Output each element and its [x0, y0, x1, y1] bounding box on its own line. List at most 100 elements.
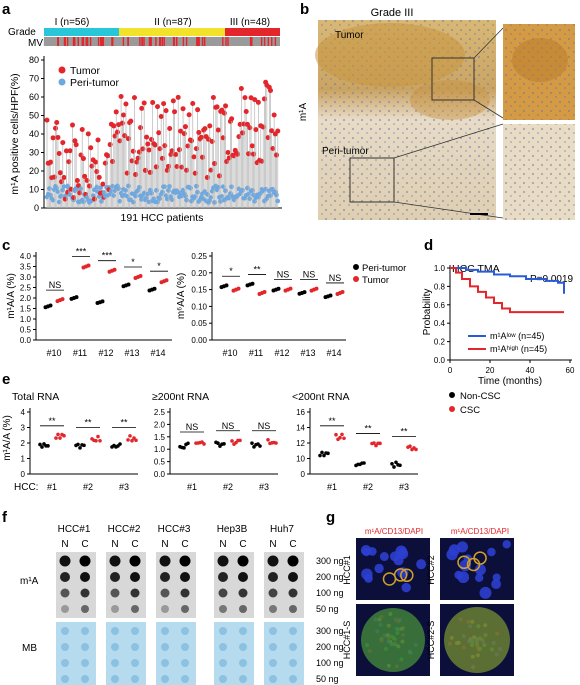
c-ytick-label: 1.0	[20, 315, 32, 324]
c-peri-point	[250, 281, 255, 286]
legend-tumor-marker	[58, 66, 66, 74]
f-n-label: N	[61, 539, 68, 550]
g-sphere-1	[361, 608, 425, 672]
f-n-label: N	[111, 539, 118, 550]
tumor-point	[255, 99, 261, 105]
tumor-point	[252, 97, 258, 103]
f-mb-dot-n	[269, 659, 277, 667]
tumor-point	[167, 125, 173, 131]
c-xtick-label: #10	[46, 348, 61, 358]
c-sig-label: *	[131, 257, 135, 267]
panel-c-letter: c	[2, 237, 10, 254]
e-noncsc-point	[182, 446, 186, 450]
peri-tumor-point	[99, 199, 104, 204]
g-label-hcc1-s: HCC#1-S	[342, 621, 352, 660]
f-mb-dot-c	[289, 627, 297, 635]
tumor-point	[80, 156, 86, 162]
b-inset-tumor-texture	[503, 24, 575, 120]
e-ytick-label: 14	[296, 424, 305, 433]
c-tumor-point	[262, 289, 267, 294]
tumor-point	[259, 158, 265, 164]
panel-d: d HCC TMA P=0.0019 Probability Time (mon…	[422, 237, 575, 387]
peri-tumor-point	[247, 196, 253, 202]
c-ytick-label: 2.5	[20, 284, 32, 293]
c-peri-point	[126, 282, 131, 287]
legend-tumor-label: Tumor	[70, 65, 100, 77]
f-mb-dot-n	[219, 659, 227, 667]
tumor-point	[176, 147, 182, 153]
c-sig-label: NS	[277, 270, 290, 280]
b-inset-peri-texture	[503, 124, 575, 220]
peri-tumor-point	[123, 188, 129, 193]
a-ytick-label: 60	[29, 92, 39, 102]
c-tumor-point	[340, 289, 345, 294]
tumor-point	[238, 86, 244, 92]
tumor-point	[129, 158, 135, 164]
g-nucleus	[416, 559, 427, 570]
f-mb-dot-c	[239, 659, 247, 667]
e-csc-point	[266, 438, 270, 442]
f-m1a-dot-c	[288, 572, 298, 582]
lollipop-series	[44, 79, 281, 208]
tumor-point	[48, 159, 54, 165]
tumor-point	[125, 136, 131, 142]
f-m1a-dot-c	[80, 572, 90, 582]
peri-tumor-point	[183, 193, 188, 199]
tumor-point	[243, 108, 249, 114]
grade-bar-3	[225, 28, 280, 36]
tumor-point	[267, 87, 273, 93]
f-mb-dot-c	[81, 643, 89, 651]
e-noncsc-point	[362, 461, 366, 465]
tumor-point	[229, 116, 235, 122]
d-ylabel: Probability	[422, 289, 433, 336]
tumor-point	[235, 151, 241, 157]
e-csc-point	[130, 438, 134, 443]
e-noncsc-point	[222, 442, 226, 446]
c-peri-point	[152, 286, 157, 291]
tumor-point	[191, 154, 197, 160]
f-mb-dot-n	[161, 659, 169, 667]
tumor-point	[199, 154, 205, 160]
c-sig-label: ***	[76, 247, 87, 257]
tumor-point	[155, 104, 161, 110]
tumor-point	[124, 170, 130, 176]
e-ytick-label: 2.0	[154, 420, 166, 429]
d-xtick-label: 0	[448, 366, 453, 375]
f-row-mb: MB	[22, 643, 37, 654]
f-m1a-dot-n	[60, 572, 70, 582]
f-m1a-dot-n	[218, 588, 228, 598]
tumor-point	[82, 173, 88, 179]
f-m1a-dot-c	[129, 555, 141, 567]
f-m1a-dot-n	[161, 605, 169, 613]
c-left-data: NS*** **** *	[43, 247, 169, 310]
peri-tumor-point	[240, 187, 245, 193]
panel-a: a Grade MVI I (n=56) II (n=87) III (n=48…	[2, 1, 282, 224]
tumor-point	[192, 170, 198, 176]
f-line-label: HCC#1	[58, 524, 91, 535]
tumor-point	[84, 178, 90, 184]
f-m1a-dot-c	[238, 572, 248, 582]
mvi-tick	[122, 37, 125, 46]
c-sig-label: **	[253, 265, 261, 275]
g-cd13-ring	[473, 551, 487, 565]
f-mb-dot-n	[161, 643, 169, 651]
f-line-label: HCC#3	[158, 524, 191, 535]
tumor-point	[107, 142, 113, 148]
a-ytick-label: 70	[29, 74, 39, 84]
tumor-point	[59, 179, 65, 185]
f-mb-dot-n	[61, 659, 69, 667]
f-mb-dot-n	[219, 643, 227, 651]
f-line-label: Huh7	[270, 524, 294, 535]
tumor-point	[253, 127, 259, 133]
c-ytick-label: 1.5	[20, 305, 32, 314]
e-noncsc-point	[38, 442, 42, 447]
c-right-data: * **NS NS NS	[219, 265, 345, 300]
peri-tumor-point	[188, 185, 193, 191]
g-nucleus	[474, 564, 486, 576]
e-noncsc-point	[216, 441, 220, 446]
f-m1a-dot-c	[80, 588, 90, 598]
c-tumor-point	[60, 297, 65, 302]
e-noncsc-point	[186, 441, 190, 446]
f-mb-dot-c	[181, 675, 189, 683]
f-mb-dot-n	[61, 627, 69, 635]
